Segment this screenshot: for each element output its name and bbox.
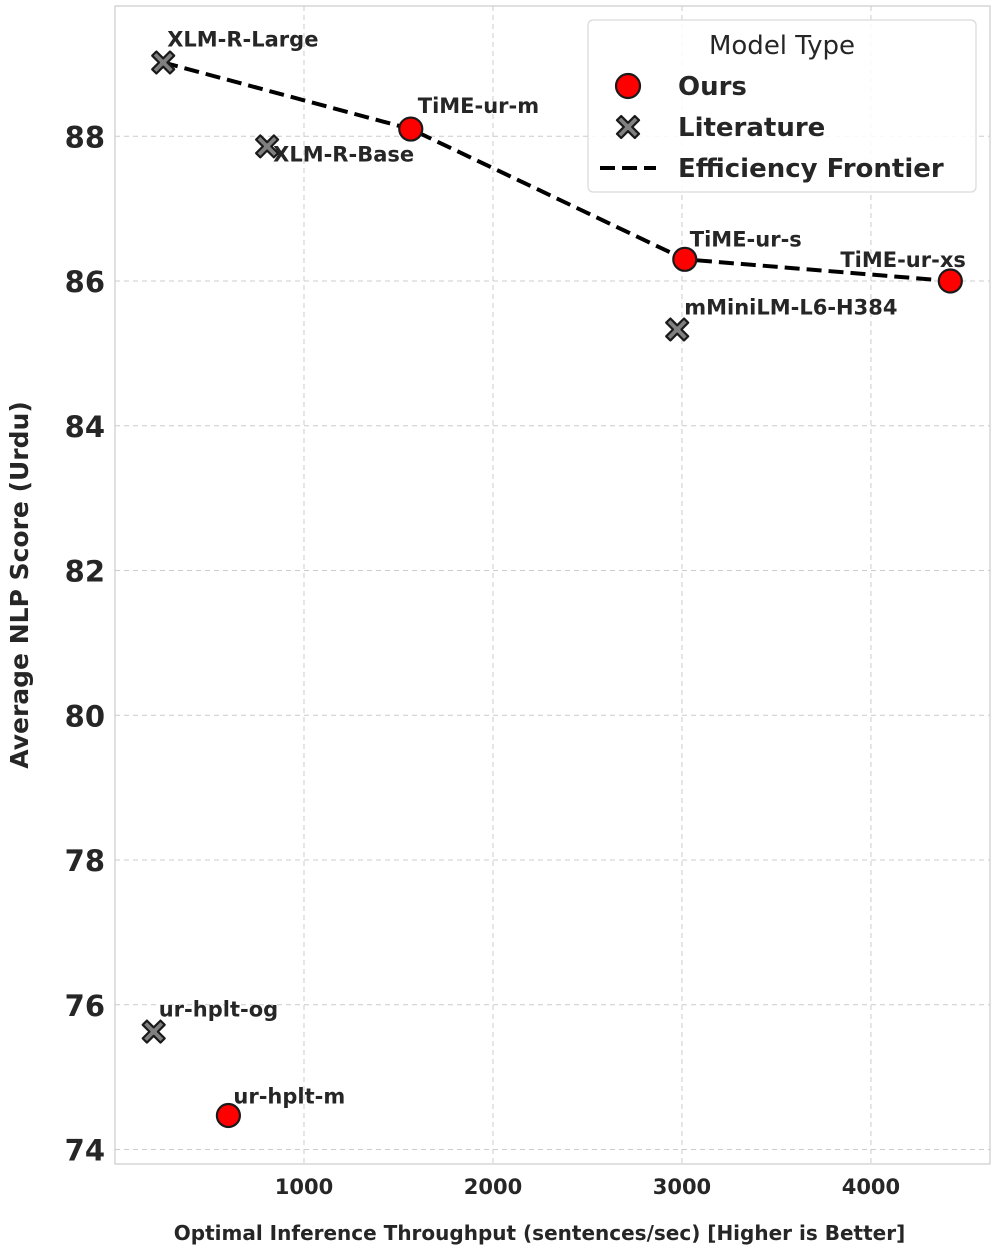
legend-entry-label: Ours [678,72,747,102]
y-axis-title: Average NLP Score (Urdu) [5,401,34,769]
point-label: ur-hplt-og [159,998,278,1022]
point-label: XLM-R-Base [273,142,414,166]
legend-entry-label: Literature [678,113,825,143]
legend-ours-swatch [614,72,642,100]
legend-title: Model Type [709,31,855,61]
literature-marker [151,50,176,75]
literature-marker [665,317,690,342]
point-label: XLM-R-Large [167,27,318,51]
frontier-line [162,60,951,284]
gridlines [115,6,990,1164]
legend-entry-label: Efficiency Frontier [678,154,944,184]
y-tick-label: 88 [65,120,105,154]
y-axis-ticks: 74 76 78 80 82 84 86 88 [65,120,105,1167]
plot-area [114,5,991,1165]
y-tick-label: 84 [65,410,105,444]
y-tick-label: 82 [65,555,105,589]
legend-box [587,19,977,193]
data-markers [141,50,963,1129]
point-label: mMiniLM-L6-H384 [684,296,897,320]
x-axis-ticks: 1000 2000 3000 4000 [275,1175,900,1199]
x-tick-label: 1000 [275,1175,333,1199]
y-tick-label: 76 [65,989,105,1023]
x-tick-label: 2000 [464,1175,522,1199]
y-tick-label: 78 [65,844,105,878]
ours-marker [672,246,698,272]
y-tick-label: 80 [65,699,105,733]
y-tick-label: 74 [65,1134,105,1168]
point-labels: XLM-R-Large XLM-R-Base mMiniLM-L6-H384 ur-h… [159,27,966,1108]
x-axis-title: Optimal Inference Throughput (sentences/… [174,1221,905,1245]
literature-marker [255,134,280,159]
legend: Model Type Ours Literature Efficiency Fron… [587,19,977,193]
legend-entries: Ours Literature Efficiency Frontier [600,72,944,184]
point-label: TiME-ur-m [418,94,539,118]
point-label: TiME-ur-xs [840,248,966,272]
literature-marker [141,1019,166,1044]
point-label: ur-hplt-m [233,1085,345,1109]
ours-marker [215,1102,241,1129]
legend-literature-swatch [615,114,641,140]
x-tick-label: 3000 [653,1175,711,1199]
x-tick-label: 4000 [842,1175,900,1199]
ours-marker [937,268,963,294]
ours-marker [398,116,424,142]
y-tick-label: 86 [65,265,105,299]
point-label: TiME-ur-s [690,227,802,251]
efficiency-frontier [162,60,951,284]
